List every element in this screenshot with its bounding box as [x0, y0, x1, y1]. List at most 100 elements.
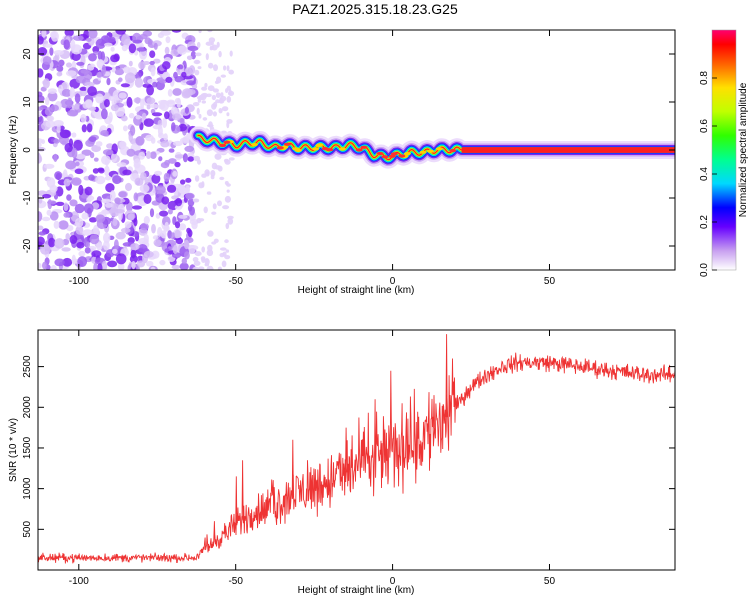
- noise-blob: [160, 141, 170, 148]
- noise-blob: [186, 55, 193, 61]
- noise-blob: [219, 95, 227, 102]
- noise-blob: [56, 71, 63, 77]
- noise-blob: [171, 264, 181, 270]
- noise-blob: [224, 195, 231, 203]
- noise-blob: [101, 198, 111, 204]
- snr-xtick-label: 0: [390, 576, 396, 587]
- noise-blob: [204, 258, 210, 266]
- noise-blob: [182, 136, 190, 143]
- noise-blob: [207, 244, 213, 252]
- noise-blob: [81, 149, 92, 156]
- noise-blob: [38, 115, 44, 125]
- noise-blob: [154, 170, 163, 176]
- noise-blob: [88, 53, 97, 62]
- noise-blob: [181, 257, 187, 265]
- noise-blob: [56, 65, 64, 72]
- colorbar-tick-label: 0.0: [699, 263, 710, 277]
- noise-blob: [54, 258, 65, 267]
- noise-blob: [158, 99, 169, 105]
- noise-blob: [212, 203, 217, 210]
- noise-blob: [214, 153, 222, 160]
- noise-blob: [76, 241, 85, 249]
- noise-blob: [85, 99, 93, 109]
- noise-blob: [172, 88, 182, 96]
- noise-blob: [95, 141, 103, 147]
- spectrogram-xlabel: Height of straight line (km): [298, 285, 415, 296]
- noise-blob: [192, 102, 200, 107]
- noise-blob: [212, 88, 219, 93]
- noise-blob: [132, 39, 143, 44]
- noise-blob: [219, 176, 225, 181]
- noise-blob: [178, 123, 187, 132]
- noise-blob: [149, 60, 155, 66]
- noise-blob: [194, 175, 200, 182]
- noise-blob: [139, 200, 145, 206]
- noise-blob: [92, 168, 99, 174]
- ridge-hotspot: [419, 150, 427, 154]
- noise-blob: [46, 115, 55, 122]
- snr-ylabel: SNR (10 * v/v): [8, 418, 19, 482]
- noise-blob: [187, 45, 199, 52]
- noise-blob: [228, 69, 234, 75]
- noise-blob: [185, 185, 191, 194]
- noise-blob: [174, 221, 181, 229]
- noise-blob: [221, 260, 227, 268]
- noise-blob: [174, 204, 183, 210]
- noise-blob: [75, 225, 84, 235]
- noise-blob: [223, 65, 227, 71]
- noise-blob: [91, 250, 102, 258]
- noise-blob: [71, 254, 76, 265]
- noise-blob: [117, 262, 125, 270]
- spectrogram-signal-ridge: [189, 126, 675, 169]
- noise-blob: [38, 146, 46, 152]
- noise-blob: [206, 265, 214, 270]
- noise-blob: [104, 165, 110, 177]
- noise-blob: [38, 138, 44, 144]
- noise-blob: [71, 52, 81, 61]
- noise-blob: [71, 147, 78, 159]
- noise-blob: [191, 221, 198, 230]
- ridge-hotspot: [427, 149, 434, 153]
- noise-blob: [95, 175, 106, 185]
- noise-blob: [146, 104, 151, 110]
- noise-blob: [211, 44, 218, 51]
- noise-blob: [134, 77, 144, 88]
- noise-blob: [152, 235, 159, 240]
- noise-blob: [207, 230, 214, 237]
- noise-blob: [149, 104, 160, 109]
- noise-blob: [214, 80, 220, 85]
- noise-blob: [228, 157, 235, 161]
- noise-blob: [186, 227, 192, 234]
- noise-blob: [202, 117, 208, 121]
- noise-blob: [47, 88, 57, 94]
- noise-blob: [83, 30, 90, 40]
- noise-blob: [78, 184, 84, 196]
- noise-blob: [53, 120, 64, 127]
- noise-blob: [213, 64, 218, 72]
- noise-blob: [145, 151, 152, 159]
- ridge-hotspot: [312, 147, 320, 151]
- noise-blob: [115, 30, 126, 35]
- noise-blob: [71, 132, 77, 138]
- noise-blob: [61, 247, 71, 252]
- noise-blob: [38, 106, 44, 111]
- snr-ytick-label: 2000: [22, 396, 33, 419]
- noise-blob: [115, 253, 127, 265]
- noise-blob: [194, 69, 200, 76]
- noise-blob: [170, 49, 180, 57]
- noise-blob: [201, 86, 208, 91]
- noise-blob: [74, 93, 81, 104]
- noise-blob: [211, 211, 217, 215]
- ridge-hotspot: [219, 143, 227, 148]
- noise-blob: [143, 216, 150, 225]
- colorbar-tick-label: 0.4: [699, 167, 710, 181]
- noise-blob: [133, 217, 138, 227]
- noise-blob: [38, 211, 43, 222]
- noise-blob: [65, 70, 77, 77]
- noise-blob: [157, 32, 164, 39]
- noise-blob: [174, 161, 181, 168]
- noise-blob: [178, 214, 188, 219]
- spectrogram-panel: -100 -50 0 50 20 10 0 -10 -20 Height of straight…: [8, 29, 676, 296]
- noise-blob: [65, 233, 70, 240]
- noise-blob: [65, 160, 77, 170]
